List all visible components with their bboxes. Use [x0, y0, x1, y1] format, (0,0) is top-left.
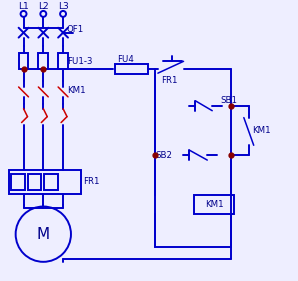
Bar	[38, 53, 48, 69]
Bar	[58, 53, 68, 69]
Text: KM1: KM1	[252, 126, 270, 135]
Bar	[9, 170, 81, 194]
Text: KM1: KM1	[205, 200, 224, 209]
Text: SB1: SB1	[220, 96, 237, 105]
Text: QF1: QF1	[66, 25, 83, 34]
Text: FU4: FU4	[117, 55, 134, 64]
Bar	[18, 53, 29, 69]
Bar	[115, 64, 148, 74]
Text: SB2: SB2	[156, 151, 173, 160]
Bar	[194, 195, 234, 214]
Text: FU1-3: FU1-3	[67, 57, 92, 66]
Text: L3: L3	[58, 3, 69, 12]
Bar	[11, 174, 24, 190]
Text: KM1: KM1	[67, 87, 86, 96]
Text: M: M	[37, 227, 50, 242]
Text: L1: L1	[18, 3, 29, 12]
Bar	[27, 174, 41, 190]
Text: L2: L2	[38, 3, 49, 12]
Text: FR1: FR1	[83, 177, 99, 186]
Text: FR1: FR1	[161, 76, 177, 85]
Bar	[44, 174, 58, 190]
